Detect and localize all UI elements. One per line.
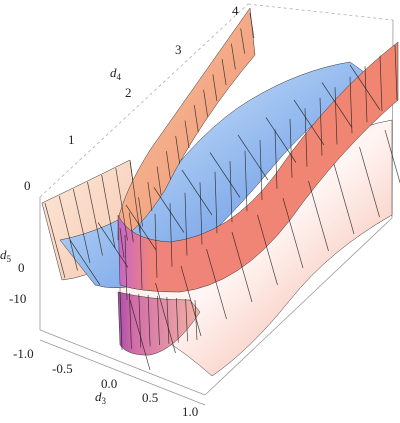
lower-sheet-mesh-line bbox=[333, 163, 355, 235]
box-edge-top-right bbox=[247, 3, 394, 21]
y-axis-ticks: 0 1 2 3 4 bbox=[24, 3, 239, 193]
lower-sheet-mesh-line bbox=[180, 265, 202, 337]
front-band-ruling bbox=[334, 87, 338, 145]
left-sheet-mesh-line bbox=[72, 188, 91, 264]
back-band-ruling bbox=[175, 135, 181, 164]
front-band-ruling bbox=[139, 224, 143, 289]
back-band-ruling bbox=[119, 227, 125, 259]
front-band-ruling bbox=[304, 108, 308, 167]
axis-label-y: d4 bbox=[110, 65, 122, 82]
back-band-ruling bbox=[184, 120, 190, 149]
lower-band-ruling bbox=[175, 297, 179, 343]
lower-sheet-mesh-line bbox=[257, 214, 278, 286]
left-sheet-mesh-line bbox=[129, 160, 141, 234]
z-axis-ticks: 0 -10 bbox=[9, 260, 26, 306]
surface-lower-band bbox=[117, 291, 201, 356]
tick-label-y-4: 4 bbox=[232, 3, 239, 18]
tick-label-x-4: 1.0 bbox=[182, 404, 198, 419]
front-band-ruling bbox=[319, 97, 323, 156]
tick-label-x-3: 0.5 bbox=[142, 390, 158, 405]
front-band-ruling bbox=[244, 150, 248, 212]
back-band-ruling bbox=[240, 28, 246, 54]
tick-label-x-2: 0.0 bbox=[101, 376, 117, 391]
front-band-ruling bbox=[394, 44, 398, 101]
front-band-ruling bbox=[289, 118, 293, 178]
back-band-ruling bbox=[221, 59, 227, 86]
saddle-mesh-line bbox=[237, 134, 269, 181]
lower-sheet-mesh-line bbox=[384, 129, 400, 184]
left-sheet-mesh-line bbox=[58, 195, 78, 271]
front-band-ruling bbox=[214, 171, 218, 234]
axis-label-z: d5 bbox=[0, 247, 12, 264]
lower-sheet-mesh-line bbox=[282, 197, 304, 269]
tick-label-y-1: 1 bbox=[68, 132, 75, 147]
back-band-ruling bbox=[193, 105, 199, 133]
front-band-ruling bbox=[274, 129, 278, 189]
back-band-ruling bbox=[203, 89, 208, 117]
saddle-mesh-line bbox=[181, 169, 213, 216]
lower-sheet-mesh-line bbox=[308, 180, 329, 252]
lower-band-ruling bbox=[138, 293, 142, 348]
saddle-mesh-line bbox=[153, 187, 185, 233]
box-edge-bottom-front bbox=[39, 329, 206, 396]
lower-band-ruling bbox=[166, 296, 170, 344]
front-band-ruling bbox=[154, 213, 158, 278]
front-band-ruling bbox=[364, 66, 368, 123]
tick-label-z-1: -10 bbox=[9, 291, 26, 306]
back-band-ruling bbox=[156, 166, 162, 196]
tick-label-y-0: 0 bbox=[24, 178, 31, 193]
box-edge-top-left bbox=[39, 3, 249, 198]
lower-sheet-mesh-line bbox=[359, 146, 380, 218]
saddle-mesh-line bbox=[209, 152, 241, 198]
lower-band-ruling bbox=[185, 298, 188, 342]
back-band-ruling bbox=[128, 212, 134, 243]
back-band-ruling bbox=[249, 12, 255, 39]
lower-sheet-mesh-line bbox=[206, 248, 227, 320]
back-band-ruling bbox=[166, 151, 171, 180]
front-band-ruling bbox=[199, 182, 203, 245]
saddle-mesh-line bbox=[69, 239, 101, 286]
lower-band-ruling bbox=[194, 299, 198, 341]
back-band-ruling bbox=[147, 181, 153, 211]
left-sheet-mesh-line bbox=[101, 174, 116, 249]
lower-sheet-mesh-line bbox=[155, 282, 176, 354]
saddle-mesh-line bbox=[97, 222, 129, 268]
saddle-mesh-line bbox=[349, 64, 381, 111]
front-band-ruling bbox=[349, 76, 353, 134]
lower-band-ruling bbox=[119, 291, 123, 351]
front-band-ruling bbox=[169, 203, 173, 267]
saddle-mesh-line bbox=[321, 82, 353, 128]
front-band-ruling bbox=[229, 161, 233, 223]
tick-label-x-1: -0.5 bbox=[52, 361, 73, 376]
lower-sheet-mesh-line bbox=[231, 231, 253, 303]
front-band-ruling bbox=[124, 234, 128, 301]
surface-mesh bbox=[44, 12, 400, 371]
left-sheet-mesh-line bbox=[115, 167, 128, 241]
saddle-mesh-line bbox=[125, 204, 157, 251]
box-edge-bottom-right bbox=[204, 217, 393, 396]
x-axis-ticks: -1.0 -0.5 0.0 0.5 1.0 bbox=[13, 346, 198, 419]
front-band-ruling bbox=[379, 55, 383, 112]
front-band-ruling bbox=[184, 192, 188, 256]
back-band-ruling bbox=[138, 197, 143, 227]
lower-band-ruling bbox=[147, 294, 151, 347]
back-band-ruling bbox=[231, 43, 236, 70]
axis-label-x: d3 bbox=[95, 389, 107, 406]
tick-label-y-3: 3 bbox=[175, 42, 182, 57]
box-edge-bottom-axis bbox=[39, 339, 206, 406]
tick-label-y-2: 2 bbox=[125, 85, 132, 100]
lower-band-ruling bbox=[157, 295, 160, 346]
tick-label-z-0: 0 bbox=[18, 260, 25, 275]
tick-label-x-0: -1.0 bbox=[13, 346, 34, 361]
left-sheet-mesh-line bbox=[44, 202, 66, 279]
saddle-mesh-line bbox=[265, 117, 297, 163]
left-sheet-mesh-line bbox=[87, 181, 103, 256]
lower-band-ruling bbox=[129, 292, 132, 349]
saddle-mesh-line bbox=[293, 99, 325, 146]
back-band-ruling bbox=[212, 74, 218, 101]
